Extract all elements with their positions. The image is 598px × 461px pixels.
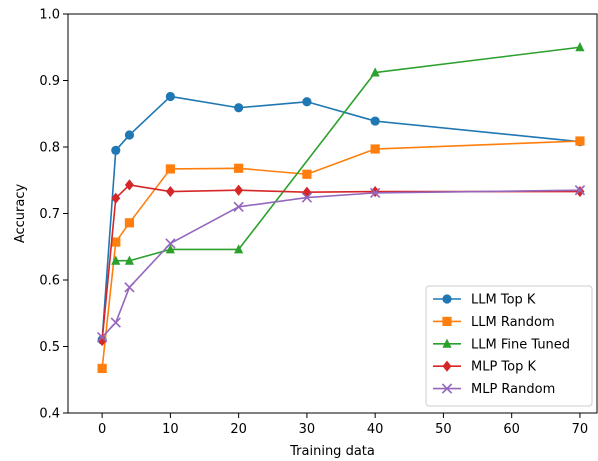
legend-marker	[442, 360, 452, 372]
x-tick-label: 0	[98, 422, 106, 437]
data-point	[97, 334, 107, 347]
data-point	[124, 179, 134, 191]
y-axis-label: Accuracy	[13, 184, 28, 244]
data-point	[111, 192, 121, 204]
x-tick-label: 60	[503, 422, 520, 437]
y-tick-label: 0.4	[39, 407, 60, 422]
data-point	[575, 42, 585, 52]
x-tick-label: 50	[435, 422, 452, 437]
data-point	[97, 363, 107, 374]
data-point	[165, 91, 175, 102]
legend-label: MLP Random	[471, 382, 555, 397]
x-tick-label: 30	[299, 422, 316, 437]
data-point	[124, 255, 135, 265]
data-point	[165, 164, 175, 174]
legend-marker	[442, 316, 452, 326]
data-point	[234, 103, 244, 113]
data-point	[96, 332, 108, 343]
y-tick-label: 0.5	[39, 340, 60, 355]
data-point	[111, 237, 121, 247]
data-point	[124, 282, 135, 293]
data-point	[233, 201, 244, 213]
y-tick-label: 0.7	[39, 207, 60, 222]
data-point	[370, 116, 380, 126]
legend-label: LLM Fine Tuned	[471, 337, 570, 352]
data-point	[370, 144, 380, 154]
data-point	[575, 136, 585, 146]
legend-item: MLP Top K	[433, 360, 537, 375]
data-point	[302, 169, 312, 179]
legend-marker	[441, 383, 453, 394]
data-point	[302, 97, 312, 107]
axes: 0 10 20 30 40 50 60 70 0.4 0.5 0.6 0.7 0.8 0.9 1.0	[39, 8, 598, 437]
plot-area	[96, 42, 586, 374]
data-point	[124, 130, 135, 140]
legend-marker	[442, 338, 452, 348]
data-point	[234, 163, 244, 173]
legend-label: LLM Random	[471, 315, 555, 330]
data-point	[111, 145, 121, 155]
legend-item: MLP Random	[433, 382, 555, 397]
x-tick-label: 10	[162, 422, 179, 437]
series-mlp-random	[96, 185, 586, 343]
y-tick-label: 0.9	[39, 74, 60, 89]
data-point	[370, 67, 380, 77]
data-point	[301, 192, 313, 203]
legend-item: LLM Top K	[433, 293, 536, 308]
legend-item: LLM Fine Tuned	[433, 337, 570, 352]
data-point	[110, 317, 121, 328]
x-tick-label: 70	[572, 422, 589, 437]
y-tick-label: 0.8	[39, 141, 60, 156]
data-point	[234, 244, 244, 254]
y-tick-label: 0.6	[39, 274, 60, 289]
legend: LLM Top K LLM Random LLM Fine Tuned MLP Top…	[425, 285, 593, 407]
y-tick-label: 1.0	[39, 8, 60, 23]
data-point	[165, 185, 175, 198]
data-point	[165, 238, 176, 249]
data-point	[574, 185, 586, 196]
series-line	[115, 46, 581, 262]
data-point	[124, 218, 135, 228]
data-point	[234, 184, 244, 196]
x-axis-label: Training data	[289, 444, 375, 459]
legend-item: LLM Random	[433, 315, 555, 330]
legend-frame	[425, 285, 593, 407]
data-point	[111, 255, 121, 265]
x-tick-label: 40	[367, 422, 384, 437]
legend-label: LLM Top K	[471, 293, 536, 308]
legend-marker	[442, 294, 452, 304]
data-point	[302, 186, 312, 198]
legend-label: MLP Top K	[471, 360, 537, 375]
x-tick-label: 20	[230, 422, 247, 437]
series-llm-fine-tuned	[111, 42, 585, 265]
data-point	[165, 244, 175, 254]
data-point	[369, 187, 381, 199]
series-line	[101, 189, 580, 338]
series-llm-random	[97, 136, 585, 374]
